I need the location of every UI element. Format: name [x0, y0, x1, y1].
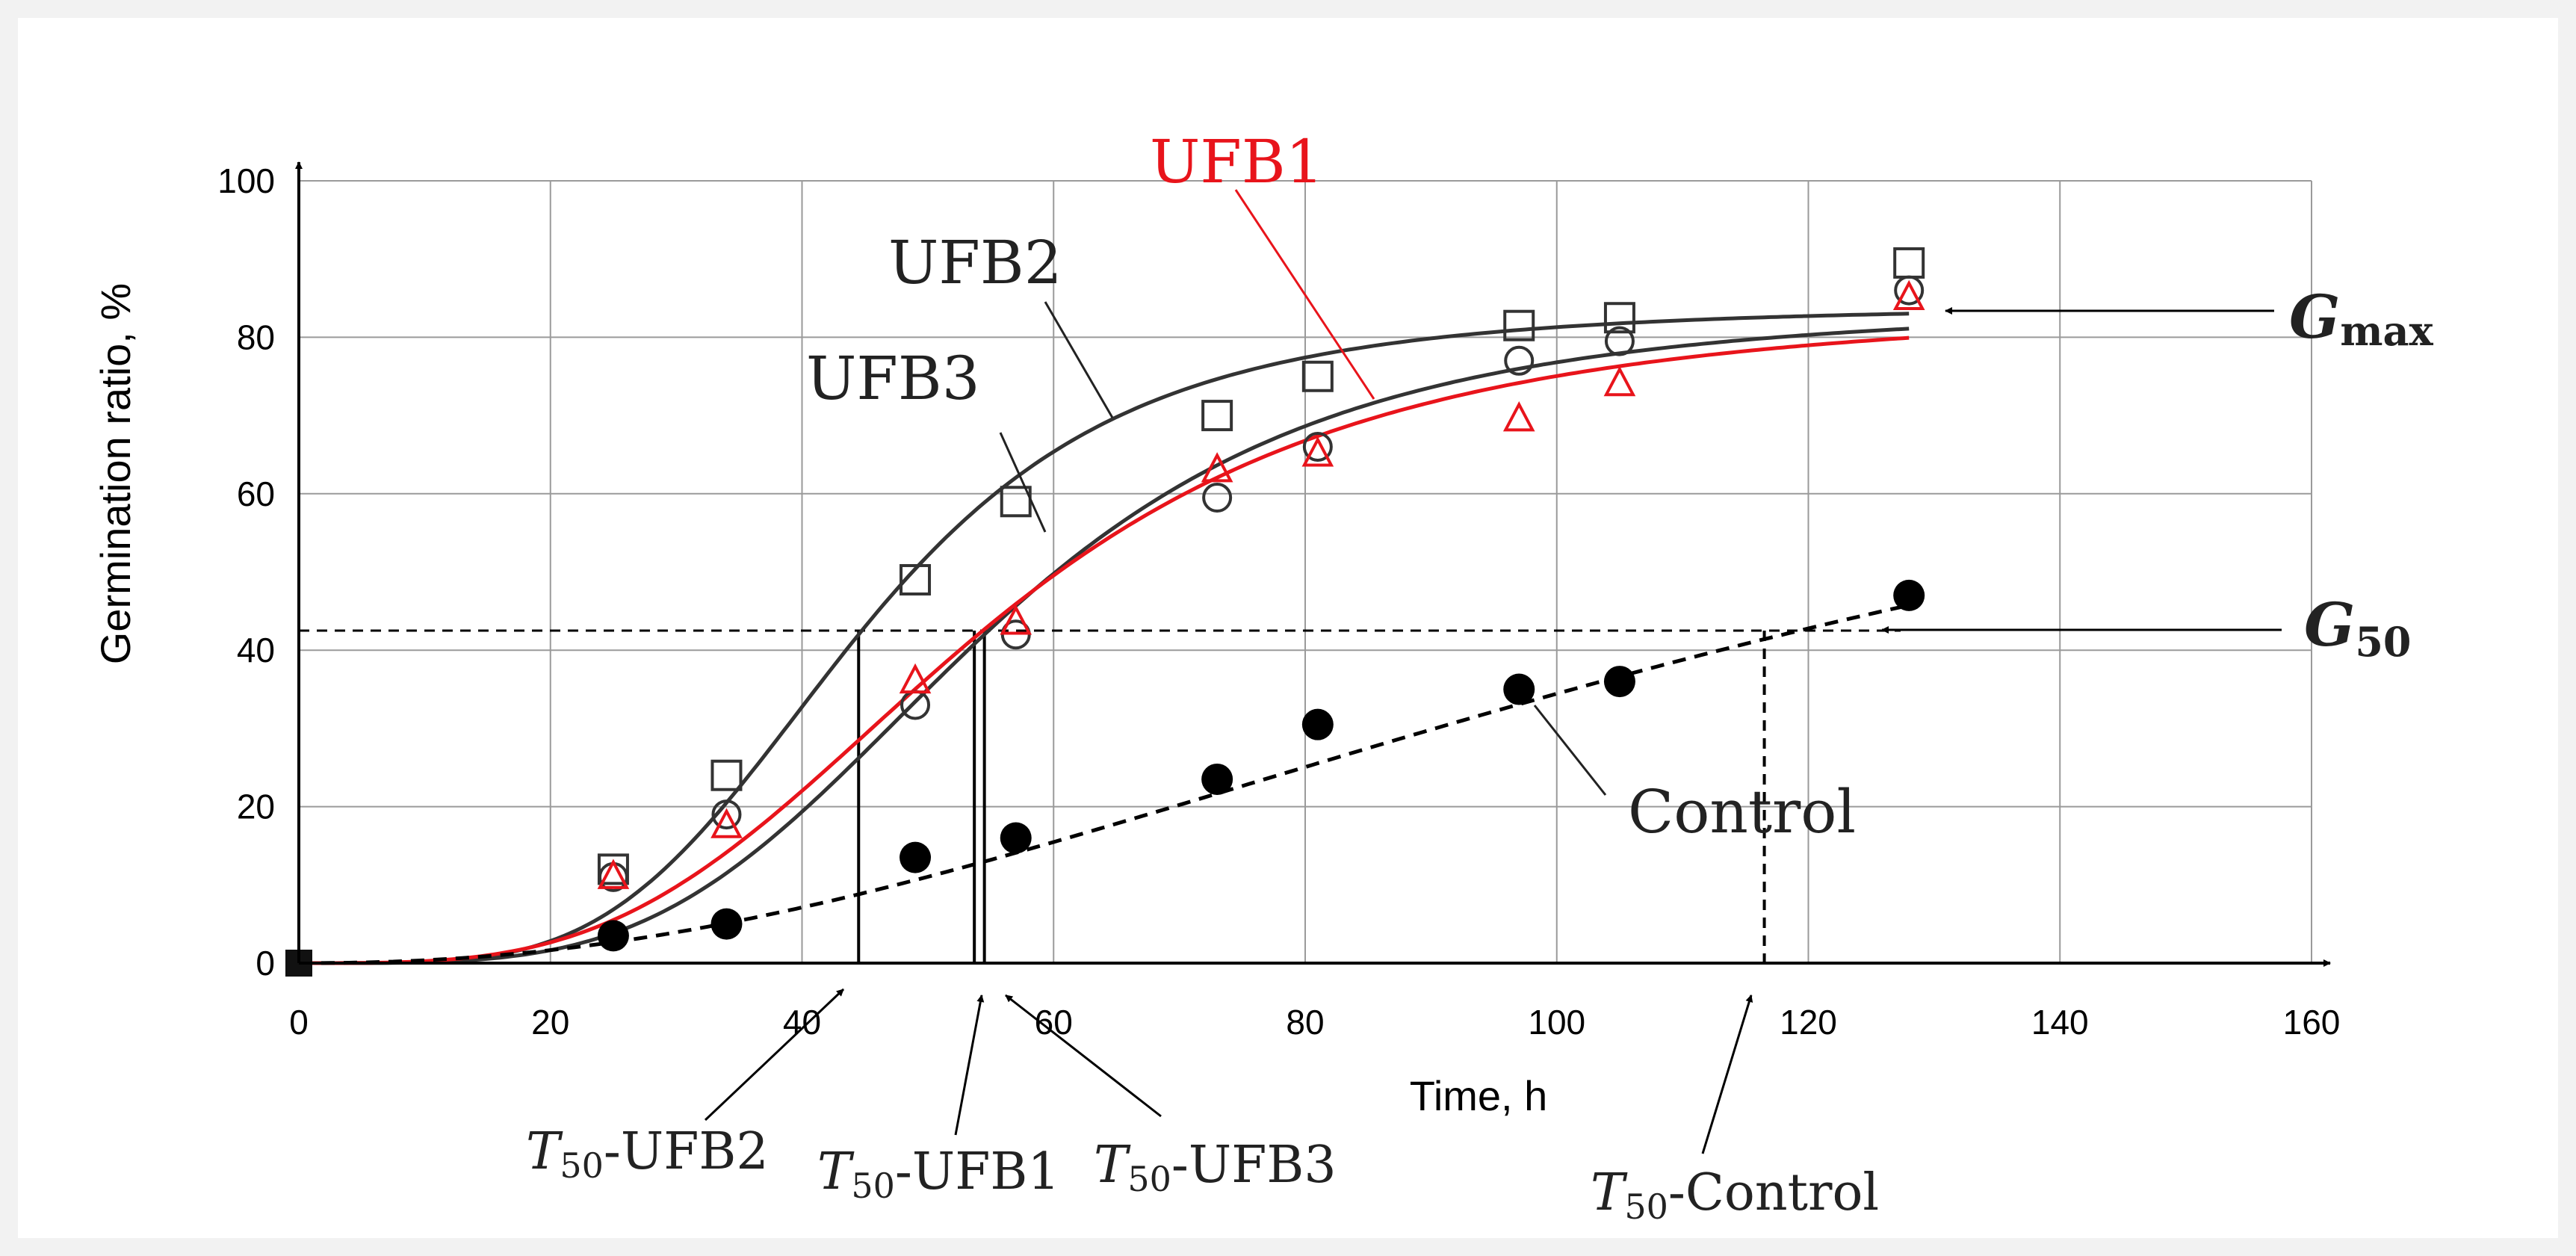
axes	[295, 161, 2331, 967]
point-control-6	[1301, 708, 1334, 740]
point-ufb3-2	[711, 799, 742, 830]
t50-reference-lines	[299, 629, 1901, 963]
g50-label: G50	[2304, 590, 2411, 666]
svg-text:T50-UFB1: T50-UFB1	[817, 1142, 1060, 1206]
leader-ufb2	[1044, 301, 1114, 418]
fit-curve-ufb2	[299, 312, 1910, 965]
point-ufb1-3	[899, 663, 932, 694]
fit-curves	[299, 312, 1910, 965]
point-ufb2-7	[1503, 309, 1535, 341]
point-ufb1-4	[1000, 604, 1032, 635]
point-ufb3-9	[1894, 275, 1925, 306]
x-tick-label-20: 20	[531, 1003, 569, 1042]
point-ufb1-2	[710, 808, 743, 838]
point-ufb3-5	[1202, 483, 1233, 513]
x-tick-label-120: 120	[1780, 1003, 1837, 1042]
point-ufb2-2	[710, 759, 743, 791]
fit-curve-ufb1	[299, 335, 1910, 965]
svg-text:T50-UFB3: T50-UFB3	[1094, 1136, 1337, 1199]
x-axis-label: Time, h	[1410, 1072, 1548, 1119]
point-ufb1-6	[1301, 436, 1334, 467]
point-ufb1-7	[1502, 401, 1535, 432]
y-axis-label: Germination ratio, %	[92, 283, 139, 664]
t50-label-ufb1: T50-UFB1	[817, 994, 1060, 1206]
y-tick-label-100: 100	[217, 161, 275, 200]
point-ufb3-8	[1604, 326, 1635, 356]
leader-control	[1533, 705, 1607, 796]
figure-frame: 0 20 40 60 80 100 120 140 160 0 20 40 60 80 100 Time, …	[18, 18, 2558, 1238]
point-control-5	[1201, 763, 1233, 795]
series-label-control: Control	[1628, 777, 1856, 847]
point-control-1	[597, 920, 629, 952]
leader-ufb3	[999, 432, 1047, 533]
point-ufb3-7	[1504, 345, 1535, 376]
point-ufb2-5	[1201, 400, 1233, 432]
series-label-ufb2: UFB2	[888, 228, 1062, 297]
svg-text:T50-Control: T50-Control	[1591, 1163, 1879, 1227]
point-ufb1-5	[1201, 452, 1233, 483]
point-ufb1-9	[1892, 279, 1925, 311]
x-tick-label-160: 160	[2283, 1003, 2341, 1042]
point-ufb2-1	[597, 853, 629, 885]
x-tick-label-80: 80	[1286, 1003, 1324, 1042]
point-ufb1-1	[597, 859, 630, 889]
y-tick-label-20: 20	[237, 788, 275, 826]
grid	[299, 180, 2312, 963]
x-tick-label-40: 40	[783, 1003, 821, 1042]
point-ufb2-8	[1603, 302, 1635, 334]
point-control-9	[1893, 579, 1925, 611]
leader-ufb1	[1234, 189, 1375, 400]
point-ufb3-3	[900, 690, 931, 720]
point-control-2	[710, 908, 743, 940]
point-control-8	[1603, 666, 1635, 698]
fit-curve-control	[299, 603, 1910, 965]
y-tick-label-40: 40	[237, 631, 275, 669]
point-ufb2-6	[1301, 360, 1334, 392]
point-ufb1-8	[1603, 365, 1636, 397]
point-control-4	[1000, 822, 1032, 854]
y-tick-label-60: 60	[237, 474, 275, 513]
t50-label-control: T50-Control	[1591, 994, 1879, 1227]
x-tick-label-100: 100	[1528, 1003, 1585, 1042]
y-tick-label-0: 0	[256, 944, 275, 983]
point-ufb2-9	[1893, 247, 1925, 279]
t50-label-ufb2: T50-UFB2	[526, 988, 845, 1186]
t50-label-ufb3: T50-UFB3	[1005, 994, 1337, 1199]
point-control-7	[1503, 673, 1535, 705]
y-tick-label-80: 80	[237, 318, 275, 356]
x-tick-label-0: 0	[289, 1003, 309, 1042]
point-ufb3-6	[1302, 431, 1333, 462]
svg-text:T50-UFB2: T50-UFB2	[526, 1122, 769, 1186]
point-ufb2-3	[900, 563, 932, 595]
x-tick-label-140: 140	[2031, 1003, 2089, 1042]
series-label-ufb3: UFB3	[806, 344, 980, 413]
gmax-label: Gmax	[2289, 282, 2433, 355]
point-control-3	[900, 841, 932, 873]
point-ufb2-4	[1000, 486, 1032, 518]
series-label-ufb1: UFB1	[1150, 127, 1324, 197]
